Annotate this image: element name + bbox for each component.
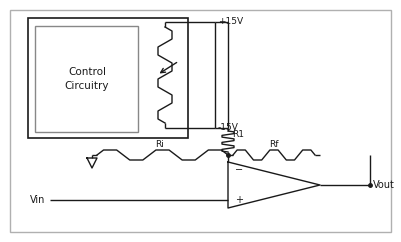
- Text: +15V: +15V: [218, 17, 243, 27]
- Text: Ri: Ri: [156, 140, 164, 149]
- Bar: [28, 18, 188, 138]
- Text: -15V: -15V: [218, 123, 239, 133]
- Text: +: +: [235, 195, 243, 205]
- Text: Rf: Rf: [269, 140, 279, 149]
- Text: −: −: [235, 165, 243, 175]
- Text: Control
Circuitry: Control Circuitry: [65, 67, 109, 91]
- Text: Vout: Vout: [373, 180, 395, 190]
- Text: Vin: Vin: [30, 195, 45, 205]
- Text: R1: R1: [232, 130, 244, 139]
- Bar: [35, 26, 138, 132]
